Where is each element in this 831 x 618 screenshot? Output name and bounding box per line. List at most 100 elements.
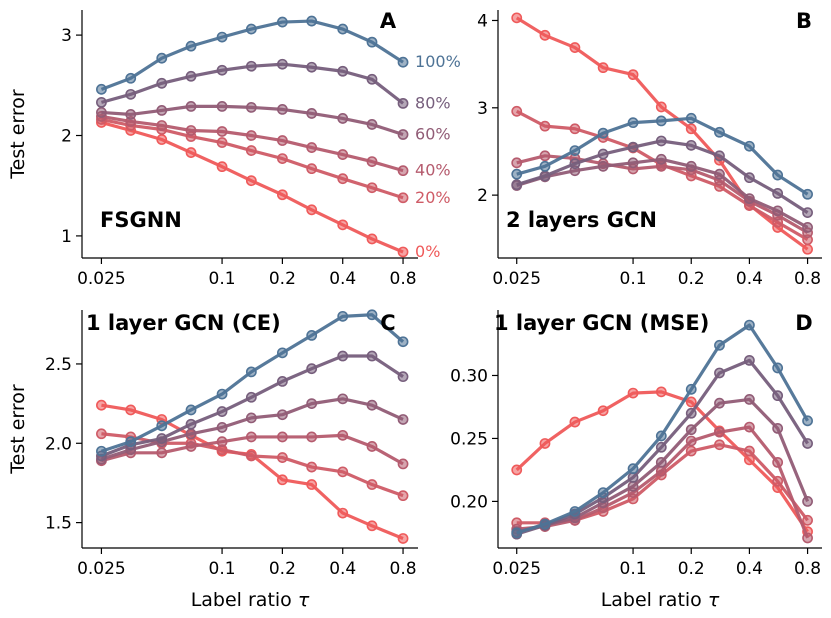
data-point (802, 207, 813, 218)
data-point (185, 418, 197, 430)
series-0 (511, 319, 813, 539)
data-point (397, 192, 409, 204)
data-point (397, 97, 409, 109)
data-point (245, 145, 257, 156)
data-point (772, 422, 784, 434)
data-point (802, 222, 813, 233)
data-point (337, 149, 349, 160)
x-tick-label: 0.8 (390, 559, 417, 579)
y-tick-label: 2 (61, 127, 72, 147)
x-tick-label: 0.4 (736, 269, 763, 289)
data-point (306, 204, 318, 216)
data-point (569, 416, 581, 428)
series-line (100, 313, 405, 453)
data-point (744, 394, 755, 405)
data-point (627, 117, 639, 129)
data-point (744, 421, 755, 433)
series-0 (511, 112, 813, 200)
data-point (685, 139, 697, 151)
data-point (276, 104, 288, 115)
x-axis-label: Label ratio τ (191, 589, 310, 611)
series-3: 40% (96, 111, 451, 180)
data-point (125, 72, 137, 84)
data-point (156, 105, 168, 116)
data-point (156, 52, 168, 64)
panel-letter: C (380, 311, 395, 335)
data-point (627, 157, 639, 169)
data-point (714, 397, 725, 409)
data-point (366, 350, 378, 362)
data-point (569, 158, 581, 170)
data-point (156, 420, 168, 432)
data-point (306, 431, 318, 443)
data-point (802, 438, 813, 449)
x-tick-label: 0.1 (620, 559, 647, 579)
data-point (216, 161, 228, 173)
panel-c: 1.5 2.0 2.5 0.025 0.1 0.2 0.4 0.8 C 1 layer GCN (… (7, 309, 418, 611)
y-axis-label: Test error (7, 89, 29, 180)
data-point (597, 127, 609, 139)
data-point (744, 172, 755, 184)
data-point (627, 472, 639, 483)
data-point (772, 169, 784, 181)
y-tick-label: 3 (61, 26, 72, 46)
data-point (597, 160, 609, 172)
data-point (511, 105, 523, 117)
data-point (337, 350, 349, 362)
data-point (685, 407, 697, 419)
data-point (96, 399, 107, 411)
model-title: 1 layer GCN (MSE) (494, 311, 709, 335)
data-point (185, 40, 197, 52)
data-point (366, 520, 378, 532)
data-point (685, 396, 697, 408)
data-point (539, 518, 551, 530)
data-point (714, 168, 725, 180)
series-line (516, 323, 809, 535)
data-point (511, 179, 523, 191)
data-point (627, 463, 639, 475)
data-point (306, 15, 318, 27)
data-point (156, 134, 168, 145)
data-point (185, 428, 197, 440)
data-point (655, 465, 667, 477)
data-point (366, 479, 378, 490)
x-tick-label: 0.4 (736, 559, 763, 579)
data-point (655, 115, 667, 127)
data-point (245, 175, 257, 187)
data-point (96, 96, 107, 108)
data-point (185, 70, 197, 82)
data-point (245, 431, 257, 443)
data-point (306, 61, 318, 73)
data-point (714, 439, 725, 451)
data-point (306, 398, 318, 410)
data-point (685, 160, 697, 172)
data-point (245, 130, 257, 141)
data-point (744, 445, 755, 457)
data-point (772, 475, 784, 487)
data-point (714, 367, 725, 379)
data-point (655, 153, 667, 165)
data-point (306, 479, 318, 490)
x-axis-label: Label ratio τ (601, 589, 720, 611)
data-point (569, 42, 581, 53)
data-point (627, 480, 639, 492)
data-point (125, 404, 137, 416)
data-point (337, 113, 349, 124)
data-point (366, 36, 378, 48)
data-point (397, 458, 409, 470)
model-title: 1 layer GCN (CE) (86, 311, 281, 335)
data-point (539, 29, 551, 41)
series-label: 60% (415, 125, 451, 144)
data-point (276, 58, 288, 70)
data-point (245, 450, 257, 462)
data-point (216, 436, 228, 448)
data-point (569, 123, 581, 135)
data-point (276, 347, 288, 359)
data-point (337, 65, 349, 77)
data-point (597, 148, 609, 160)
data-point (397, 129, 409, 140)
data-point (772, 205, 784, 217)
series-0 (96, 309, 409, 457)
x-tick-label: 0.025 (492, 269, 541, 289)
data-point (185, 404, 197, 416)
